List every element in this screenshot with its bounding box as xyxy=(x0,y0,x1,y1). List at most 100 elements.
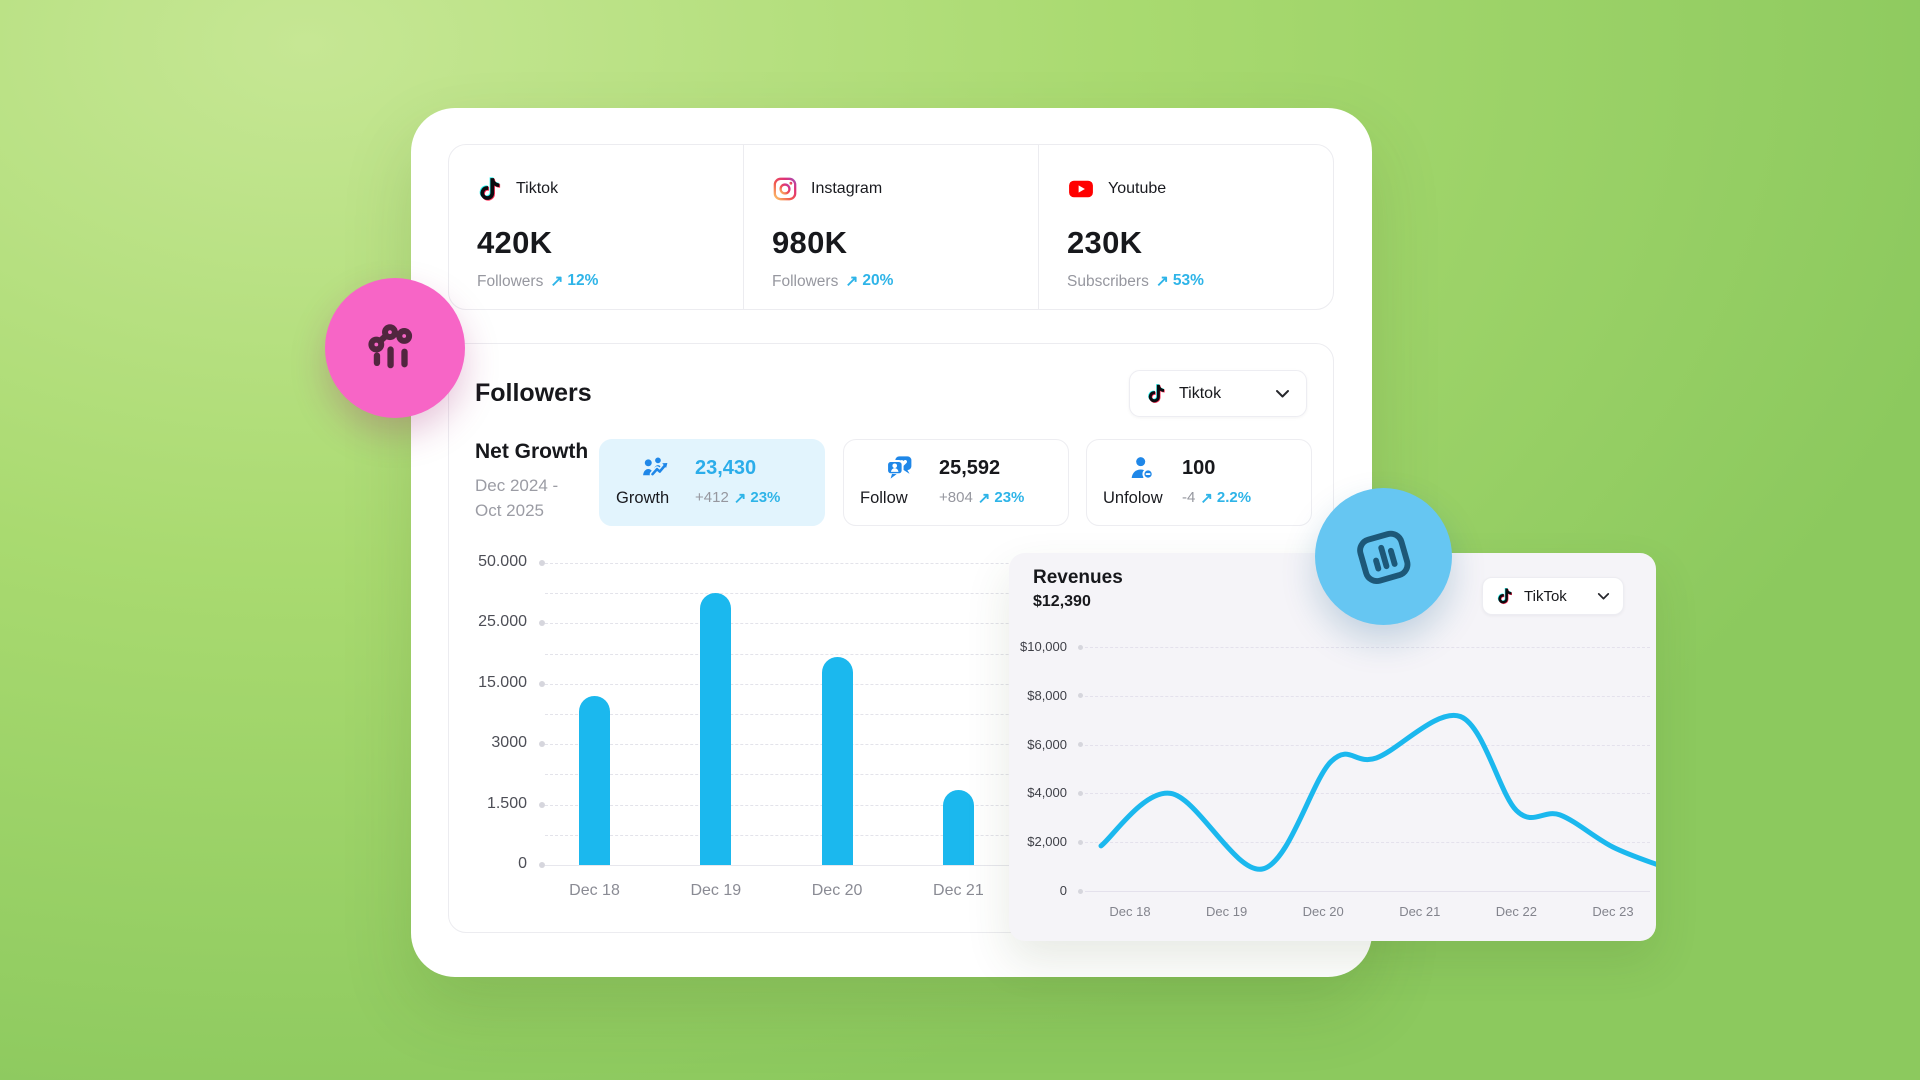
stat-card-unfollow: 100 Unfolow -4 ↗ 2.2% xyxy=(1086,439,1312,526)
platform-name: Tiktok xyxy=(516,180,559,197)
gridline xyxy=(1085,647,1650,648)
gridline xyxy=(1085,695,1650,697)
youtube-icon xyxy=(1067,176,1095,202)
tick-dot xyxy=(539,741,545,748)
stat-value: 23,430 xyxy=(695,457,757,479)
tick-dot xyxy=(1078,644,1083,650)
gridline xyxy=(1085,744,1650,746)
trend-up-icon: ↗ xyxy=(977,490,991,507)
stat-value: 100 xyxy=(1182,457,1216,479)
analytics-line-icon xyxy=(357,310,433,386)
followers-platform-dropdown[interactable]: Tiktok xyxy=(1129,370,1307,417)
y-axis-label: $8,000 xyxy=(1027,687,1067,703)
period-line2: Oct 2025 xyxy=(475,501,544,520)
revenues-card: Revenues $12,390 TikTok 0 $2,000 $4,000 $6,… xyxy=(1009,553,1656,941)
tick-dot xyxy=(1078,693,1083,699)
followers-title: Followers xyxy=(475,379,592,407)
x-axis-label: Dec 19 xyxy=(690,882,742,899)
tiktok-icon xyxy=(1146,383,1167,404)
x-axis-label: Dec 21 xyxy=(1399,904,1441,919)
stat-delta: -4 xyxy=(1182,489,1196,506)
follower-count: 420K xyxy=(477,225,553,260)
metric-label: Followers xyxy=(772,272,839,290)
change-percent: 20% xyxy=(862,272,894,289)
tick-dot xyxy=(539,801,545,808)
y-axis-label: 3000 xyxy=(491,734,527,752)
x-axis-label: Dec 23 xyxy=(1592,904,1634,919)
stat-delta: +804 xyxy=(939,489,973,506)
follower-count: 980K xyxy=(772,225,848,260)
gridline xyxy=(1085,842,1650,844)
tick-dot xyxy=(539,862,545,868)
y-axis-label: 1.500 xyxy=(486,794,527,812)
stat-label: Growth xyxy=(616,488,670,507)
y-axis-label: 0 xyxy=(1059,883,1067,898)
follow-icon xyxy=(860,453,939,484)
stat-label: Unfolow xyxy=(1103,488,1163,507)
platform-stat-tiktok: Tiktok 420K Followers ↗ 12% xyxy=(449,145,743,309)
stat-value: 25,592 xyxy=(939,457,1001,479)
gridline xyxy=(1085,793,1650,795)
tick-dot xyxy=(539,680,545,687)
bar xyxy=(942,789,974,865)
y-axis-label: $4,000 xyxy=(1027,785,1067,801)
bar-chart-badge xyxy=(1315,488,1452,625)
net-growth-title: Net Growth xyxy=(475,440,589,463)
x-axis-label: Dec 21 xyxy=(933,882,984,899)
revenues-total: $12,390 xyxy=(1033,593,1091,610)
line-chart-badge xyxy=(325,278,465,418)
x-axis-label: Dec 20 xyxy=(811,882,863,899)
bar xyxy=(821,656,853,865)
change-percent: 53% xyxy=(1172,272,1204,289)
y-axis-label: 50.000 xyxy=(478,553,527,570)
dropdown-selected-platform: TikTok xyxy=(1524,587,1567,605)
y-axis-label: $10,000 xyxy=(1020,639,1067,654)
chevron-down-icon xyxy=(1275,389,1290,399)
x-axis-label: Dec 19 xyxy=(1205,904,1248,919)
chevron-down-icon xyxy=(1597,592,1610,601)
trend-up-icon: ↗ xyxy=(733,490,747,507)
stat-label: Follow xyxy=(860,488,908,507)
period-line1: Dec 2024 - xyxy=(475,476,559,495)
tick-dot xyxy=(539,620,545,627)
platform-name: Instagram xyxy=(811,180,883,197)
tick-dot xyxy=(1078,839,1083,845)
analytics-bars-icon xyxy=(1347,520,1421,594)
revenues-platform-dropdown[interactable]: TikTok xyxy=(1482,577,1624,615)
y-axis-label: $6,000 xyxy=(1027,736,1067,752)
x-axis-label: Dec 22 xyxy=(1495,904,1537,919)
bar xyxy=(700,593,732,865)
stat-change: 23% xyxy=(994,489,1025,506)
platform-stat-youtube: Youtube 230K Subscribers ↗ 53% xyxy=(1038,145,1333,309)
platform-name: Youtube xyxy=(1108,180,1167,197)
subscriber-count: 230K xyxy=(1067,225,1143,260)
stat-card-follow: 25,592 Follow +804 ↗ 23% xyxy=(843,439,1069,526)
instagram-icon xyxy=(772,176,798,202)
y-axis-label: 15.000 xyxy=(478,673,527,691)
y-axis-label: 0 xyxy=(518,855,527,872)
metric-label: Followers xyxy=(477,272,544,290)
stat-change: 23% xyxy=(750,489,781,506)
y-axis-label: 25.000 xyxy=(478,613,527,631)
x-axis-label: Dec 18 xyxy=(569,882,620,899)
bar xyxy=(579,695,610,865)
tick-dot xyxy=(1078,742,1083,748)
stat-change: 2.2% xyxy=(1216,489,1252,506)
x-axis-label: Dec 20 xyxy=(1302,904,1344,919)
revenues-title: Revenues xyxy=(1033,567,1123,588)
stat-delta: +412 xyxy=(695,489,729,506)
dropdown-selected-platform: Tiktok xyxy=(1179,384,1222,402)
gridline xyxy=(1085,891,1650,892)
x-axis-label: Dec 18 xyxy=(1109,904,1151,919)
change-percent: 12% xyxy=(567,272,599,289)
trend-up-icon: ↗ xyxy=(1155,273,1169,290)
platform-stats-card: Tiktok 420K Followers ↗ 12% xyxy=(448,144,1334,310)
y-axis-label: $2,000 xyxy=(1027,834,1067,850)
tiktok-icon xyxy=(477,176,503,202)
tick-dot xyxy=(1078,888,1083,894)
tick-dot xyxy=(539,560,545,566)
unfollow-icon xyxy=(1103,453,1182,484)
platform-stat-instagram: Instagram 980K Followers ↗ 20% xyxy=(743,145,1038,309)
net-growth-label: Net Growth Dec 2024 - Oct 2025 xyxy=(475,440,588,523)
